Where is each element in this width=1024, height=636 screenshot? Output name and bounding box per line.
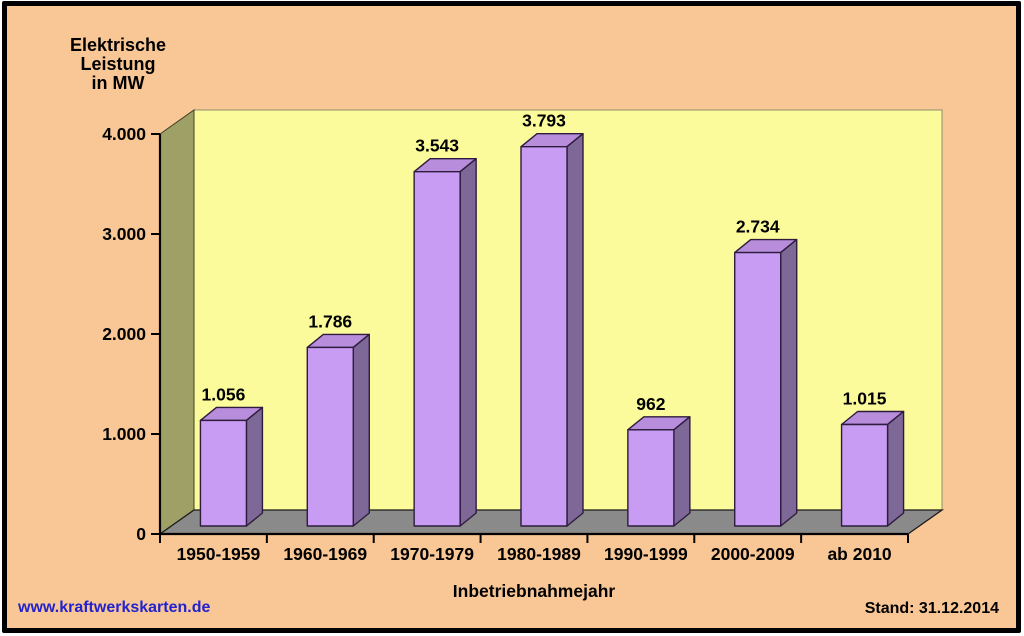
- category-label: 1990-1999: [604, 544, 688, 564]
- bar-value-label: 1.056: [202, 384, 246, 404]
- website-link[interactable]: www.kraftwerkskarten.de: [18, 599, 211, 616]
- bar-side: [780, 238, 798, 527]
- category-label: ab 2010: [827, 544, 891, 564]
- bar-side: [886, 410, 905, 527]
- bar-front: [413, 170, 461, 527]
- category-label: 1980-1989: [497, 544, 581, 564]
- y-tick-label: 0: [136, 524, 146, 544]
- bar-side: [673, 416, 691, 527]
- category-label: 1950-1959: [177, 544, 261, 564]
- bar-front: [840, 423, 889, 527]
- y-tick-label: 1.000: [102, 424, 146, 444]
- bar-value-label: 1.015: [843, 389, 887, 409]
- x-axis-title: Inbetriebnahmejahr: [452, 581, 616, 601]
- bar-value-label: 3.543: [415, 136, 459, 156]
- bar-side: [352, 333, 370, 527]
- category-label: 2000-2009: [711, 544, 795, 564]
- stand-date: Stand: 31.12.2014: [864, 600, 999, 617]
- bar-side: [566, 132, 584, 527]
- bar-value-label: 2.734: [736, 217, 780, 237]
- y-tick-label: 2.000: [102, 324, 146, 344]
- bar-value-label: 1.786: [308, 311, 352, 331]
- bar-side: [459, 157, 477, 527]
- bar-front: [520, 145, 568, 527]
- y-axis-title: Elektrische Leistung in MW: [40, 36, 196, 93]
- bar-front: [734, 251, 782, 527]
- bar-front: [306, 346, 354, 527]
- category-label: 1960-1969: [283, 544, 367, 564]
- y-tick-label: 4.000: [102, 124, 146, 144]
- y-axis-title-line-3: in MW: [91, 73, 145, 93]
- bar-value-label: 962: [636, 394, 665, 414]
- category-label: 1970-1979: [390, 544, 474, 564]
- side-wall: [159, 109, 195, 535]
- bar-side: [245, 406, 264, 527]
- y-tick-label: 3.000: [102, 224, 146, 244]
- bar-front: [199, 419, 248, 527]
- bar-front: [627, 429, 675, 527]
- y-axis-title-line-2: Leistung: [80, 54, 156, 74]
- bar-value-label: 3.793: [522, 111, 566, 131]
- y-axis-title-line-1: Elektrische: [69, 35, 167, 55]
